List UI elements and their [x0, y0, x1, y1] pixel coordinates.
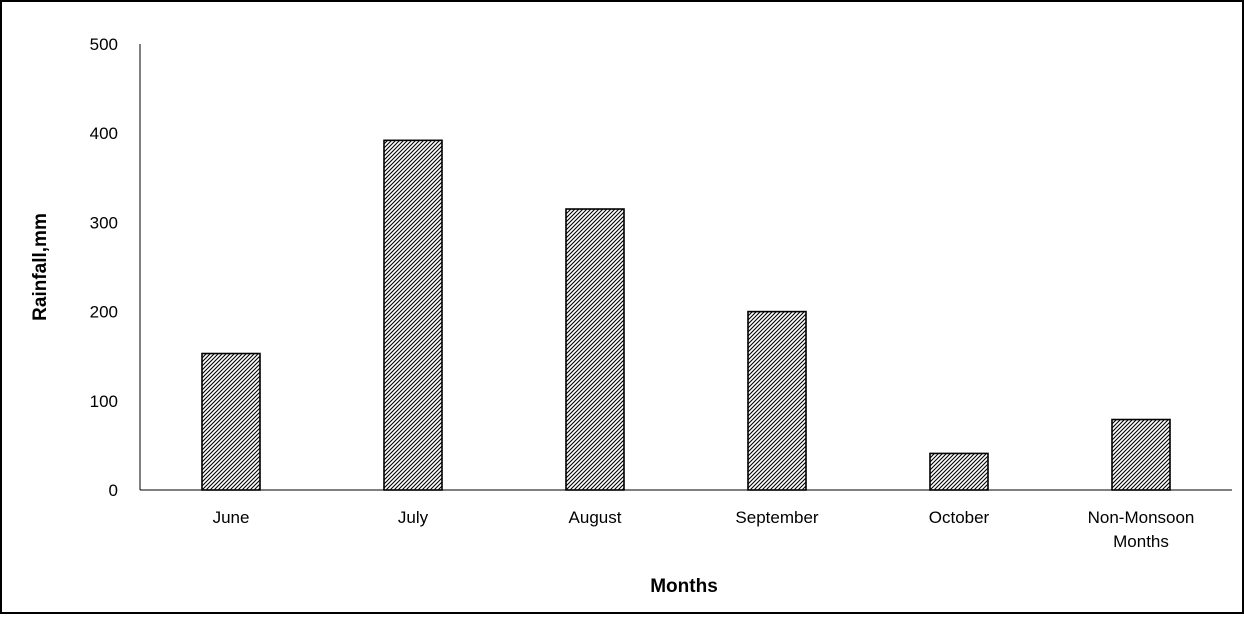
y-tick-label: 100	[90, 392, 118, 411]
x-axis-title: Months	[650, 576, 718, 597]
x-tick-label: Non-Monsoon Months	[1088, 508, 1195, 551]
x-tick-label: June	[213, 508, 250, 527]
y-axis-title: Rainfall,mm	[30, 213, 51, 321]
x-tick-label-line: June	[213, 508, 250, 527]
y-tick-label: 500	[90, 35, 118, 54]
x-tick-label-line: September	[735, 508, 818, 527]
x-tick-label-line: July	[398, 508, 429, 527]
bar	[383, 139, 443, 491]
x-tick-label: August	[569, 508, 622, 527]
bar	[747, 310, 807, 491]
x-tick-label-line: Non-Monsoon	[1088, 508, 1195, 527]
bar	[1111, 418, 1171, 491]
y-axis: 0 100 200 300 400 500	[90, 35, 141, 500]
x-tick-label: October	[929, 508, 990, 527]
x-tick-label: September	[735, 508, 818, 527]
x-tick-label-line: Months	[1113, 532, 1169, 551]
y-tick-label: 0	[109, 481, 118, 500]
bars	[201, 139, 1171, 491]
bar	[201, 352, 261, 491]
bar	[929, 452, 989, 491]
x-axis: June July August September October Non-Monsoo…	[140, 489, 1232, 551]
x-tick-label-line: October	[929, 508, 990, 527]
x-tick-label-line: August	[569, 508, 622, 527]
y-tick-label: 400	[90, 124, 118, 143]
y-tick-label: 200	[90, 303, 118, 322]
bar	[565, 208, 625, 491]
x-tick-label: July	[398, 508, 429, 527]
y-tick-label: 300	[90, 213, 118, 232]
